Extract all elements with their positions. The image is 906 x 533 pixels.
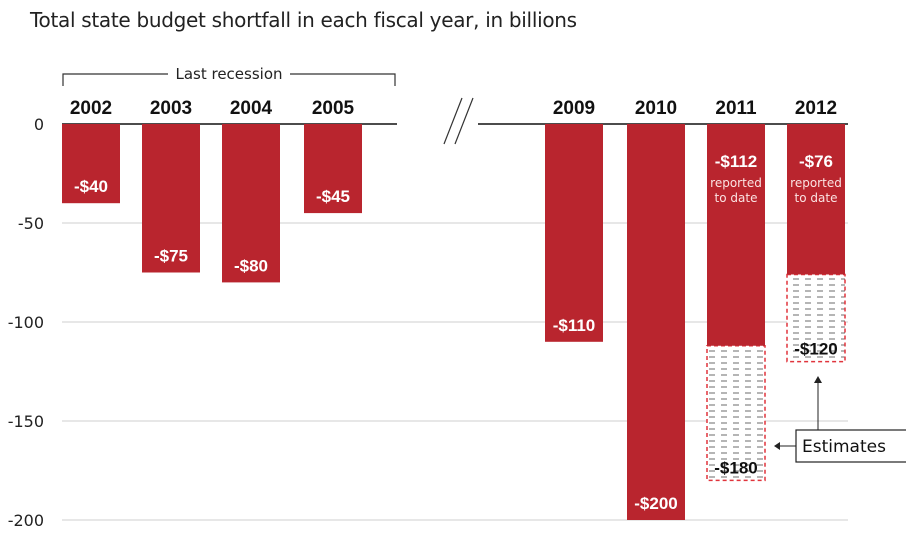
bar-value-label: -$45: [316, 187, 350, 206]
year-label: 2004: [230, 98, 273, 119]
estimates-callout-box: [795, 429, 906, 463]
annotations-layer: Last recession Estimates: [62, 65, 906, 463]
estimate-bar: [786, 273, 846, 363]
axis-break-mark: [454, 97, 474, 145]
year-label: 2010: [635, 98, 677, 119]
bar: [304, 124, 362, 214]
bar-note: to date: [715, 191, 758, 205]
bar-value-label: -$40: [74, 177, 108, 196]
estimate-value-label: -$120: [794, 340, 837, 359]
bar-value-label: -$75: [154, 247, 188, 266]
bar: [222, 124, 280, 283]
y-tick-label: -200: [8, 511, 44, 530]
bar-note: to date: [795, 191, 838, 205]
bar: [545, 124, 603, 342]
year-label: 2011: [715, 98, 757, 119]
y-tick-label: -50: [18, 214, 44, 233]
year-label: 2002: [70, 98, 112, 119]
axis-break-mark: [443, 97, 463, 145]
estimate-value-label: -$180: [714, 458, 757, 477]
y-tick-label: 0: [34, 115, 44, 134]
estimates-arrowhead: [814, 376, 822, 383]
bar: [62, 124, 120, 204]
estimates-arrowhead: [774, 442, 780, 450]
bar: [627, 124, 685, 520]
labels-layer: 2002 -$40 2003 -$75 2004 -$80 2005 -$45 2009 -$11…: [70, 98, 842, 513]
bar-value-label: -$200: [634, 494, 677, 513]
bar-note: reported: [710, 176, 762, 190]
y-tick-label: -150: [8, 412, 44, 431]
bar: [787, 124, 845, 275]
year-label: 2005: [312, 98, 355, 119]
bar: [142, 124, 200, 273]
year-label: 2012: [795, 98, 837, 119]
bar-value-label: -$80: [234, 256, 268, 275]
bars-layer: [62, 124, 846, 520]
chart-title: Total state budget shortfall in each fis…: [30, 8, 577, 32]
y-tick-label: -100: [8, 313, 44, 332]
bar-note: reported: [790, 176, 842, 190]
recession-label: Last recession: [175, 65, 282, 83]
year-label: 2003: [150, 98, 192, 119]
recession-bracket: [62, 73, 396, 86]
year-label: 2009: [553, 98, 595, 119]
bar-value-label: -$112: [715, 152, 758, 171]
bar-value-label: -$110: [553, 316, 596, 335]
estimates-callout-label: Estimates: [802, 437, 886, 457]
bar: [707, 124, 765, 346]
y-axis: 0 -50 -100 -150 -200: [8, 115, 44, 530]
bar-value-label: -$76: [799, 152, 833, 171]
